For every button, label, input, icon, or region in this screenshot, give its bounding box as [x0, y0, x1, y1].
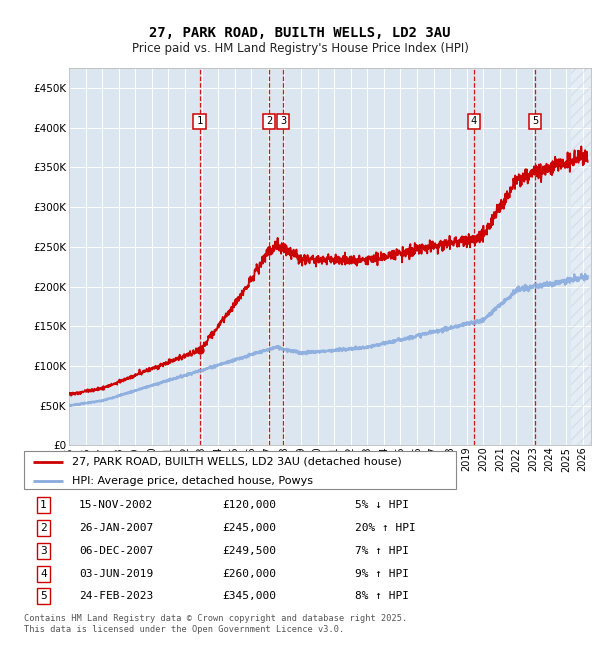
Text: 4: 4	[40, 569, 47, 578]
Text: 3: 3	[40, 546, 47, 556]
Text: 9% ↑ HPI: 9% ↑ HPI	[355, 569, 409, 578]
Text: 2: 2	[40, 523, 47, 533]
Text: £245,000: £245,000	[223, 523, 277, 533]
Text: 24-FEB-2023: 24-FEB-2023	[79, 592, 154, 601]
Text: 5: 5	[40, 592, 47, 601]
Text: 1: 1	[40, 500, 47, 510]
Text: £120,000: £120,000	[223, 500, 277, 510]
Text: 06-DEC-2007: 06-DEC-2007	[79, 546, 154, 556]
Text: £345,000: £345,000	[223, 592, 277, 601]
Text: 03-JUN-2019: 03-JUN-2019	[79, 569, 154, 578]
Text: Contains HM Land Registry data © Crown copyright and database right 2025.
This d: Contains HM Land Registry data © Crown c…	[24, 614, 407, 634]
Text: 15-NOV-2002: 15-NOV-2002	[79, 500, 154, 510]
Text: 2: 2	[266, 116, 272, 127]
Text: 27, PARK ROAD, BUILTH WELLS, LD2 3AU: 27, PARK ROAD, BUILTH WELLS, LD2 3AU	[149, 26, 451, 40]
Text: 5: 5	[532, 116, 539, 127]
FancyBboxPatch shape	[24, 451, 456, 489]
Text: 5% ↓ HPI: 5% ↓ HPI	[355, 500, 409, 510]
Text: HPI: Average price, detached house, Powys: HPI: Average price, detached house, Powy…	[71, 476, 313, 486]
Text: 26-JAN-2007: 26-JAN-2007	[79, 523, 154, 533]
Text: 4: 4	[470, 116, 477, 127]
Text: 7% ↑ HPI: 7% ↑ HPI	[355, 546, 409, 556]
Text: £249,500: £249,500	[223, 546, 277, 556]
Text: £260,000: £260,000	[223, 569, 277, 578]
Text: 1: 1	[196, 116, 203, 127]
Text: Price paid vs. HM Land Registry's House Price Index (HPI): Price paid vs. HM Land Registry's House …	[131, 42, 469, 55]
Text: 8% ↑ HPI: 8% ↑ HPI	[355, 592, 409, 601]
Text: 27, PARK ROAD, BUILTH WELLS, LD2 3AU (detached house): 27, PARK ROAD, BUILTH WELLS, LD2 3AU (de…	[71, 457, 401, 467]
Text: 20% ↑ HPI: 20% ↑ HPI	[355, 523, 416, 533]
Text: 3: 3	[280, 116, 286, 127]
